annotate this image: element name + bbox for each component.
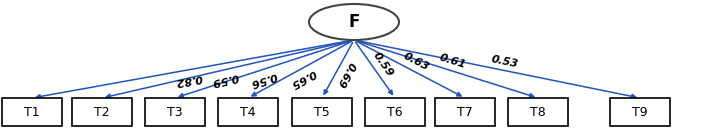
Text: 0.56: 0.56 [249, 70, 278, 88]
Text: 0.63: 0.63 [401, 51, 430, 73]
Text: F: F [348, 13, 360, 31]
Text: 0.82: 0.82 [173, 72, 202, 86]
Text: 0.61: 0.61 [438, 53, 467, 70]
Text: T8: T8 [530, 105, 546, 118]
FancyBboxPatch shape [610, 98, 670, 126]
Text: 0.59: 0.59 [210, 71, 239, 87]
FancyBboxPatch shape [218, 98, 278, 126]
FancyBboxPatch shape [292, 98, 352, 126]
FancyBboxPatch shape [2, 98, 62, 126]
FancyBboxPatch shape [72, 98, 132, 126]
Text: T4: T4 [240, 105, 256, 118]
FancyBboxPatch shape [145, 98, 205, 126]
Text: 0.59: 0.59 [371, 51, 394, 79]
FancyBboxPatch shape [508, 98, 568, 126]
Text: 0.53: 0.53 [490, 54, 519, 69]
Text: T9: T9 [632, 105, 648, 118]
Text: 0.65: 0.65 [289, 67, 318, 89]
Text: 0.69: 0.69 [334, 60, 356, 89]
Text: T7: T7 [457, 105, 473, 118]
Text: T1: T1 [24, 105, 40, 118]
FancyBboxPatch shape [435, 98, 495, 126]
Text: T5: T5 [314, 105, 330, 118]
Text: T6: T6 [387, 105, 403, 118]
Text: T2: T2 [94, 105, 110, 118]
Text: T3: T3 [167, 105, 183, 118]
FancyBboxPatch shape [365, 98, 425, 126]
